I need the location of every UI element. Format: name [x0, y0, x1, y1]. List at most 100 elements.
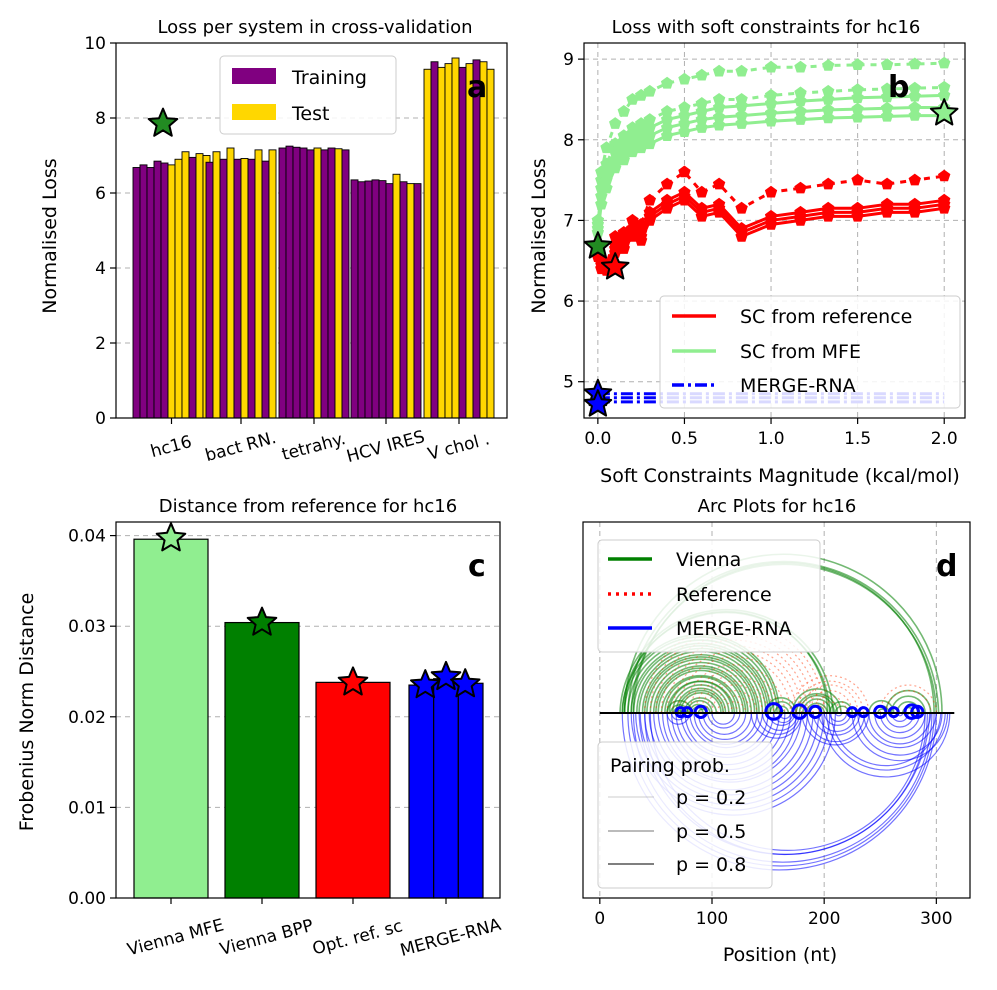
panel-d-size-legend-box — [597, 741, 773, 889]
a-bar-4-6 — [465, 63, 474, 419]
c-ytick-label-1: 0.01 — [68, 798, 106, 818]
a-bar-0-0 — [132, 167, 141, 419]
b-series-7-point-11 — [712, 110, 726, 123]
b-series-8-point-13 — [764, 114, 778, 127]
panel-c-title: Distance from reference for hc16 — [159, 496, 457, 517]
b-series-7-point-16 — [851, 102, 864, 115]
b-series-0-point-19 — [938, 169, 951, 182]
b-series-4-point-4 — [617, 105, 630, 117]
legend-merge-arc-label: MERGE-RNA — [676, 618, 792, 640]
c-xtick-label-1: Vienna BPP — [218, 916, 316, 960]
b-series-6-point-17 — [880, 90, 894, 103]
b-series-4-point-9 — [678, 72, 691, 85]
panel-b-xlabel: Soft Constraints Magnitude (kcal/mol) — [600, 465, 960, 487]
b-series-3-point-3 — [609, 246, 622, 258]
a-bar-1-4 — [233, 158, 242, 419]
b-series-0-point-7 — [643, 193, 656, 206]
b-ytick-label-1: 6 — [563, 292, 574, 312]
b-series-5-point-14 — [794, 86, 807, 99]
a-bar-3-0 — [350, 179, 359, 419]
b-series-8-point-1 — [595, 197, 608, 210]
c-xtick-label-0: Vienna MFE — [125, 915, 226, 960]
b-series-3-point-9 — [678, 193, 691, 206]
b-series-8-point-9 — [678, 125, 691, 137]
d-loop-circle-4 — [791, 703, 808, 720]
a-xtick-label-2: tetrahy. — [280, 429, 348, 465]
d-xtick-label-1: 100 — [696, 909, 728, 929]
b-series-4-point-5 — [626, 93, 639, 105]
b-series-0-point-13 — [764, 185, 778, 198]
d-xtick-label-3: 300 — [920, 909, 952, 929]
d-axes-frame — [582, 521, 971, 899]
panel-d-size-legend: Pairing prob. p = 0.2 p = 0.5 p = 0.8 — [597, 741, 773, 889]
a-bar-1-8 — [261, 160, 270, 419]
b-series-6-point-10 — [695, 105, 708, 117]
legend-merge-label: MERGE-RNA — [740, 375, 856, 397]
a-bar-2-3 — [299, 147, 308, 419]
b-series-6-point-13 — [764, 97, 778, 109]
size-legend-title: Pairing prob. — [610, 755, 730, 777]
b-series-6-point-14 — [794, 94, 807, 107]
c-star-0 — [155, 522, 187, 552]
d-vienna-arc-17 — [649, 661, 753, 714]
b-ytick-label-0: 5 — [563, 373, 574, 393]
b-series-6-point-15 — [822, 93, 835, 105]
b-series-6-point-18 — [908, 89, 921, 102]
d-reference-arc-11 — [705, 684, 764, 714]
a-bar-2-8 — [334, 148, 343, 419]
panel-a-letter: a — [467, 70, 487, 105]
b-series-3-point-4 — [617, 242, 630, 254]
a-bar-4-4 — [451, 57, 460, 419]
b-series-8-point-17 — [880, 109, 894, 122]
b-series-4-point-15 — [822, 59, 835, 71]
b-series-4-point-6 — [635, 88, 648, 101]
a-bar-3-2 — [364, 180, 373, 419]
a-bar-4-2 — [437, 66, 446, 419]
b-series-4-point-17 — [880, 58, 894, 70]
a-star-0 — [147, 107, 179, 137]
b-series-4-point-3 — [609, 117, 622, 129]
b-series-3-point-19 — [938, 201, 951, 214]
b-star-0 — [583, 231, 613, 259]
size-legend-p02: p = 0.2 — [676, 787, 746, 809]
b-series-0-point-14 — [794, 181, 807, 194]
d-merge-arc-32 — [773, 712, 794, 724]
b-series-6-point-4 — [617, 137, 630, 150]
d-vienna-arc-24 — [668, 680, 733, 714]
c-bar-1 — [224, 621, 300, 899]
b-series-0-point-12 — [735, 201, 748, 214]
b-series-3-point-16 — [851, 209, 864, 222]
d-merge-arc-30 — [761, 712, 798, 731]
c-bar-2 — [315, 681, 391, 899]
a-xtick-label-0: hc16 — [148, 432, 194, 462]
b-series-3-point-18 — [908, 205, 921, 218]
b-series-5-point-18 — [908, 81, 921, 94]
b-series-7-point-18 — [908, 101, 921, 113]
b-series-4-point-12 — [735, 64, 748, 77]
b-xtick-label-4: 2.0 — [931, 429, 958, 449]
b-series-6-point-7 — [643, 121, 656, 133]
panel-d-title: Arc Plots for hc16 — [698, 496, 857, 517]
b-series-7-point-4 — [617, 145, 630, 158]
d-loop-circle-5 — [808, 704, 823, 719]
d-vienna-arc-41 — [774, 705, 790, 714]
d-merge-arc-24 — [711, 712, 735, 725]
b-series-4-point-11 — [712, 64, 726, 77]
panel-d-legend: Vienna Reference MERGE-RNA — [597, 539, 821, 653]
d-vienna-arc-22 — [664, 676, 738, 714]
d-reference-arc-16 — [789, 675, 870, 714]
d-xtick-label-2: 200 — [808, 909, 840, 929]
d-merge-arc-45 — [874, 712, 926, 739]
d-merge-arc-51 — [825, 712, 946, 771]
b-series-4-point-8 — [660, 76, 674, 89]
legend-test-label: Test — [291, 103, 329, 125]
a-bar-2-9 — [341, 149, 350, 419]
b-series-5-point-16 — [851, 83, 864, 95]
a-bar-0-3 — [153, 160, 162, 419]
d-reference-arc-18 — [801, 684, 859, 714]
a-ytick-label-2: 4 — [95, 259, 106, 279]
d-merge-arc-22 — [702, 712, 747, 735]
d-reference-arc-14 — [722, 701, 747, 714]
d-reference-arc-6 — [677, 656, 792, 714]
c-ytick-label-2: 0.02 — [68, 708, 106, 728]
